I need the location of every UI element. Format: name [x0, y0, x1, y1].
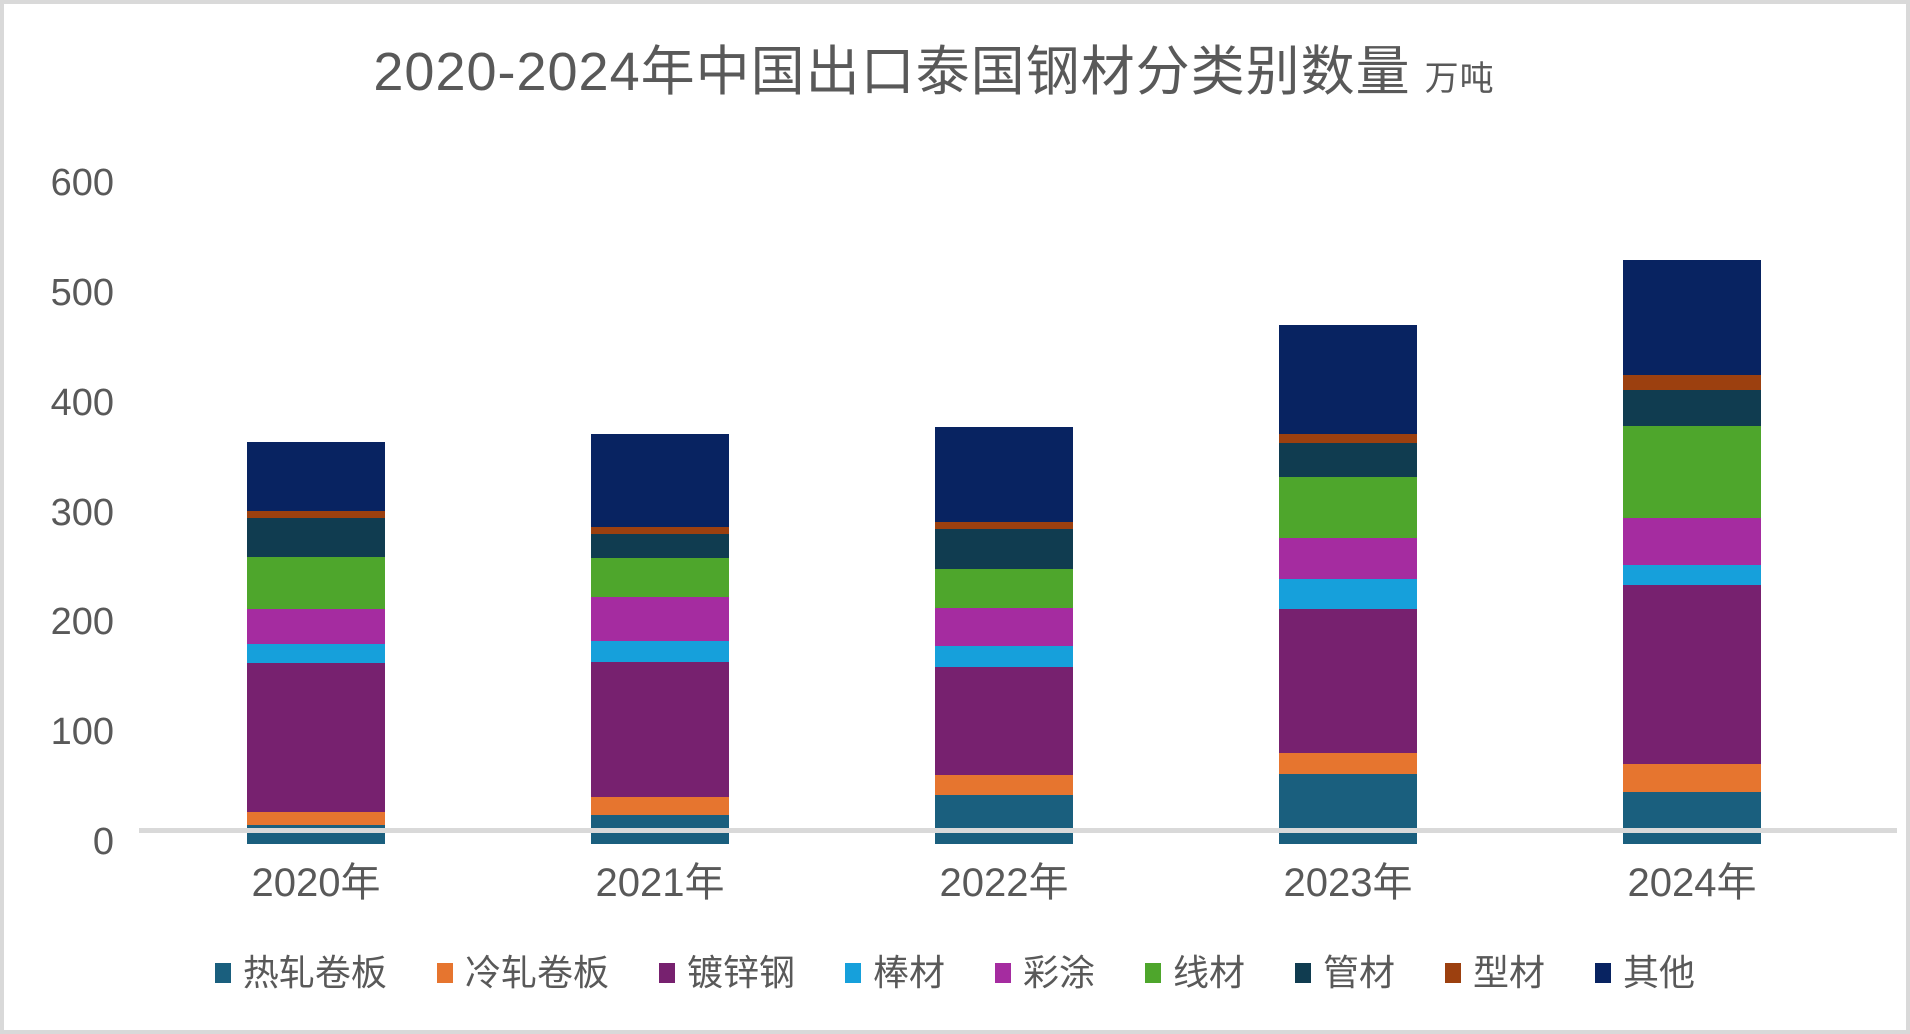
bar-segment-棒材-2021年	[591, 640, 729, 662]
legend-swatch-icon	[214, 963, 231, 983]
bar-segment-镀锌钢-2021年	[591, 661, 729, 797]
x-axis-label-2021年: 2021年	[595, 861, 725, 905]
chart-title: 2020-2024年中国出口泰国钢材分类别数量 万吨	[373, 32, 1494, 119]
legend-label: 型材	[1473, 952, 1546, 993]
bar-segment-线材-2023年	[1279, 477, 1417, 538]
bar-segment-型材-2021年	[591, 526, 729, 535]
bar-segment-型材-2023年	[1279, 434, 1417, 444]
bar-segment-彩涂-2023年	[1279, 537, 1417, 580]
legend-label: 彩涂	[1022, 952, 1095, 993]
bar-segment-型材-2020年	[247, 511, 385, 518]
bar-segment-镀锌钢-2023年	[1279, 608, 1417, 753]
bar-segment-冷轧卷板-2020年	[247, 812, 385, 826]
x-axis-line	[139, 828, 1897, 833]
legend-label: 棒材	[872, 952, 945, 993]
bar-segment-热轧卷板-2022年	[935, 794, 1073, 844]
legend-item-彩涂: 彩涂	[994, 952, 1095, 994]
bar-segment-热轧卷板-2024年	[1623, 792, 1761, 844]
bar-segment-其他-2023年	[1279, 324, 1417, 435]
legend-swatch-icon	[844, 963, 861, 983]
legend-item-管材: 管材	[1295, 952, 1395, 994]
bar-segment-冷轧卷板-2023年	[1279, 752, 1417, 774]
bar-segment-棒材-2022年	[935, 646, 1073, 668]
legend-item-热轧卷板: 热轧卷板	[214, 952, 387, 994]
legend-item-线材: 线材	[1145, 952, 1245, 994]
legend-label: 冷轧卷板	[464, 952, 609, 993]
bar-segment-线材-2020年	[247, 557, 385, 609]
chart-title-text: 2020-2024年中国出口泰国钢材分类别数量	[373, 42, 1411, 102]
y-axis-tick-label: 300	[50, 491, 114, 534]
bar-segment-其他-2022年	[935, 426, 1073, 523]
legend: 热轧卷板 冷轧卷板 镀锌钢 棒材 彩涂 线材 管材 型材 其他	[4, 952, 1906, 994]
y-axis-tick-label: 600	[50, 162, 114, 205]
bar-segment-彩涂-2024年	[1623, 517, 1761, 566]
y-axis-tick-label: 400	[50, 381, 114, 424]
bar-segment-冷轧卷板-2021年	[591, 796, 729, 816]
y-axis-tick-label: 500	[50, 271, 114, 314]
bar-segment-线材-2022年	[935, 569, 1073, 608]
bar-segment-彩涂-2022年	[935, 607, 1073, 647]
bar-segment-管材-2022年	[935, 528, 1073, 570]
bar-segment-冷轧卷板-2024年	[1623, 763, 1761, 793]
x-axis-label-2024年: 2024年	[1627, 861, 1757, 905]
x-axis-label-2023年: 2023年	[1283, 861, 1413, 905]
legend-label: 其他	[1623, 952, 1696, 993]
y-axis-tick-label: 0	[92, 821, 114, 863]
legend-swatch-icon	[1295, 963, 1312, 983]
legend-item-型材: 型材	[1445, 952, 1545, 994]
legend-item-棒材: 棒材	[844, 952, 945, 994]
legend-item-冷轧卷板: 冷轧卷板	[436, 952, 609, 994]
legend-label: 热轧卷板	[242, 952, 387, 993]
legend-swatch-icon	[994, 963, 1011, 983]
x-axis-label-2022年: 2022年	[939, 861, 1069, 905]
legend-swatch-icon	[1445, 963, 1462, 983]
bar-segment-管材-2020年	[247, 517, 385, 558]
bar-segment-其他-2024年	[1623, 259, 1761, 376]
bar-segment-棒材-2020年	[247, 644, 385, 663]
bar-segment-其他-2020年	[247, 442, 385, 512]
legend-swatch-icon	[436, 963, 453, 983]
bar-segment-彩涂-2020年	[247, 608, 385, 645]
legend-label: 线材	[1173, 952, 1246, 993]
bar-segment-棒材-2023年	[1279, 579, 1417, 609]
bar-segment-管材-2024年	[1623, 390, 1761, 426]
x-axis-label-2020年: 2020年	[251, 861, 381, 905]
legend-label: 管材	[1323, 952, 1396, 993]
bar-segment-棒材-2024年	[1623, 565, 1761, 585]
legend-item-镀锌钢: 镀锌钢	[658, 952, 795, 994]
chart-title-unit: 万吨	[1424, 60, 1495, 98]
bar-segment-镀锌钢-2020年	[247, 662, 385, 813]
bar-segment-镀锌钢-2024年	[1623, 584, 1761, 764]
bar-segment-线材-2024年	[1623, 425, 1761, 518]
bar-segment-型材-2024年	[1623, 375, 1761, 391]
y-axis-tick-label: 200	[50, 601, 114, 644]
bar-segment-冷轧卷板-2022年	[935, 774, 1073, 795]
bar-segment-热轧卷板-2023年	[1279, 773, 1417, 844]
legend-label: 镀锌钢	[686, 952, 795, 993]
bar-segment-管材-2023年	[1279, 443, 1417, 478]
bar-segment-镀锌钢-2022年	[935, 667, 1073, 775]
legend-item-其他: 其他	[1595, 952, 1695, 994]
legend-swatch-icon	[658, 963, 675, 983]
bar-segment-其他-2021年	[591, 434, 729, 527]
bar-segment-型材-2022年	[935, 522, 1073, 529]
bar-segment-管材-2021年	[591, 534, 729, 559]
legend-swatch-icon	[1145, 963, 1161, 983]
legend-swatch-icon	[1595, 963, 1612, 983]
bar-segment-线材-2021年	[591, 558, 729, 597]
bar-segment-彩涂-2021年	[591, 596, 729, 641]
y-axis-tick-label: 100	[50, 711, 114, 754]
